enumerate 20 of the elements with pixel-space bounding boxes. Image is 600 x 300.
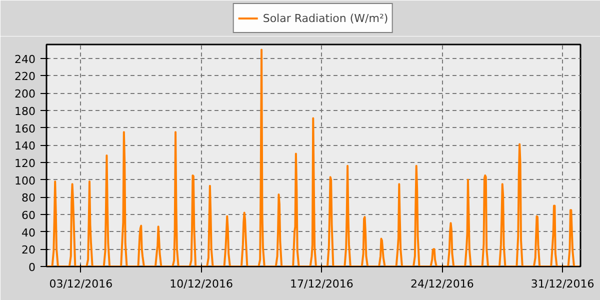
y-tick-label: 20 <box>22 244 36 257</box>
x-tick-label: 24/12/2016 <box>410 278 474 290</box>
y-tick-label: 120 <box>14 156 36 170</box>
line-series <box>46 48 580 266</box>
y-tick-label: 180 <box>14 104 36 118</box>
x-tick-label: 31/12/2016 <box>530 278 594 290</box>
x-tick-label: 17/12/2016 <box>290 278 354 290</box>
y-tick-label: 60 <box>22 208 36 222</box>
y-tick-label: 160 <box>14 122 36 136</box>
y-tick-label: 40 <box>22 226 36 240</box>
y-tick-label: 0 <box>28 261 36 274</box>
x-tick-label: 10/12/2016 <box>170 278 234 290</box>
x-tick-label: 03/12/2016 <box>49 278 113 290</box>
legend-label: Solar Radiation (W/m²) <box>262 12 388 24</box>
y-tick-label: 140 <box>14 140 36 153</box>
y-tick-label: 200 <box>14 88 36 101</box>
y-tick-label: 80 <box>22 192 36 205</box>
y-tick-label: 100 <box>14 174 36 188</box>
y-tick-label: 220 <box>14 70 36 84</box>
y-tick-label: 240 <box>14 52 36 66</box>
